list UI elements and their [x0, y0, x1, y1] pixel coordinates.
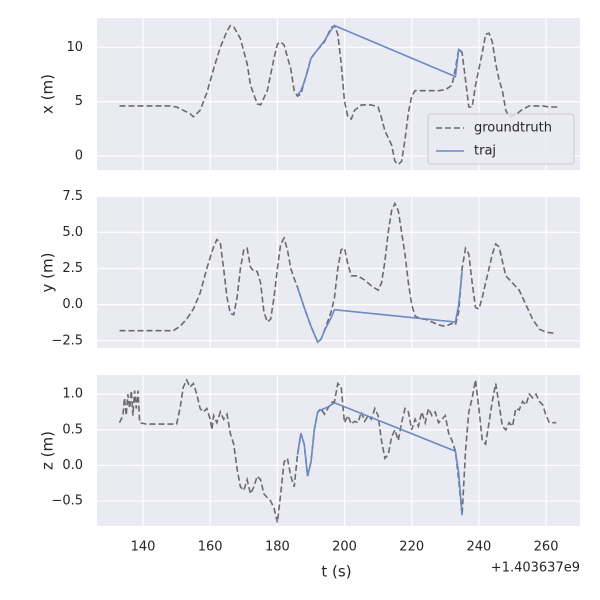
y-tick-label: 7.5 — [62, 189, 83, 204]
x-tick-label: 240 — [466, 540, 491, 555]
x-tick-label: 180 — [265, 540, 290, 555]
series-line — [118, 378, 557, 523]
y-axis-label: x (m) — [39, 74, 57, 114]
series-line — [296, 401, 463, 516]
y-tick-label: 1.0 — [62, 387, 83, 402]
x-offset-label: +1.403637e9 — [491, 561, 580, 576]
y-tick-label: −2.5 — [51, 333, 83, 348]
plot-area — [97, 197, 580, 348]
y-tick-label: 5.0 — [62, 225, 83, 240]
legend — [427, 113, 575, 165]
series-line — [119, 24, 560, 166]
y-tick-label: 5 — [75, 94, 83, 109]
y-tick-label: 2.5 — [62, 261, 83, 276]
x-axis-label: t (s) — [321, 563, 351, 581]
y-axis-label: y (m) — [39, 253, 57, 293]
plot-area — [97, 375, 580, 526]
x-tick-label: 140 — [131, 540, 156, 555]
subplot: 140 160 180 200 220 240 260 −0.5 0.0 0.5 1.0 z (m) t… — [39, 375, 580, 581]
subplot: 0 5 10 x (m) groundtruth traj — [39, 18, 580, 170]
x-tick-label: 160 — [198, 540, 223, 555]
series-line — [296, 24, 463, 96]
y-axis-label: z (m) — [39, 431, 57, 470]
y-tick-label: 0.0 — [62, 297, 83, 312]
legend-label: groundtruth — [474, 121, 552, 136]
y-tick-label: 0.5 — [62, 422, 83, 437]
x-tick-label: 220 — [399, 540, 424, 555]
y-tick-label: 0.0 — [62, 458, 83, 473]
subplot: −2.5 0.0 2.5 5.0 7.5 y (m) — [39, 189, 580, 348]
series-line — [119, 201, 557, 344]
x-tick-label: 260 — [534, 540, 559, 555]
y-tick-label: −0.5 — [51, 494, 83, 509]
legend-label: traj — [474, 144, 496, 159]
x-tick-label: 200 — [332, 540, 357, 555]
series-line — [296, 271, 463, 344]
y-tick-label: 10 — [66, 40, 83, 55]
y-tick-label: 0 — [75, 148, 83, 163]
